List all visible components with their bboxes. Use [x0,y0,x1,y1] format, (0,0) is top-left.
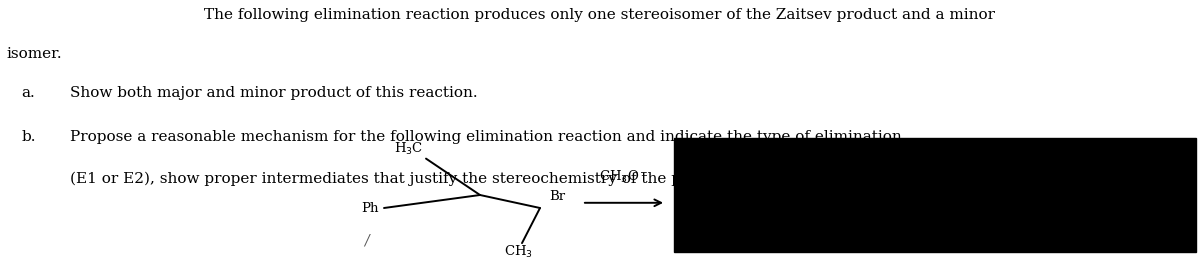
Text: b.: b. [22,130,36,144]
Text: isomer.: isomer. [6,47,61,61]
Text: CH$_3$: CH$_3$ [504,244,533,260]
Text: Show both major and minor product of this reaction.: Show both major and minor product of thi… [70,86,478,100]
Bar [674,138,1196,252]
Text: CH$_3$O$^-$: CH$_3$O$^-$ [599,168,649,185]
Text: The following elimination reaction produces only one stereoisomer of the Zaitsev: The following elimination reaction produ… [204,8,996,22]
Text: Ph: Ph [361,202,379,214]
Text: Propose a reasonable mechanism for the following elimination reaction and indica: Propose a reasonable mechanism for the f… [70,130,901,144]
Text: Br: Br [550,190,565,203]
Text: a.: a. [22,86,35,100]
Text: H$_3$C: H$_3$C [395,141,424,157]
Text: /: / [364,233,368,247]
Text: (E1 or E2), show proper intermediates that justify the stereochemistry of the pr: (E1 or E2), show proper intermediates th… [70,172,851,186]
